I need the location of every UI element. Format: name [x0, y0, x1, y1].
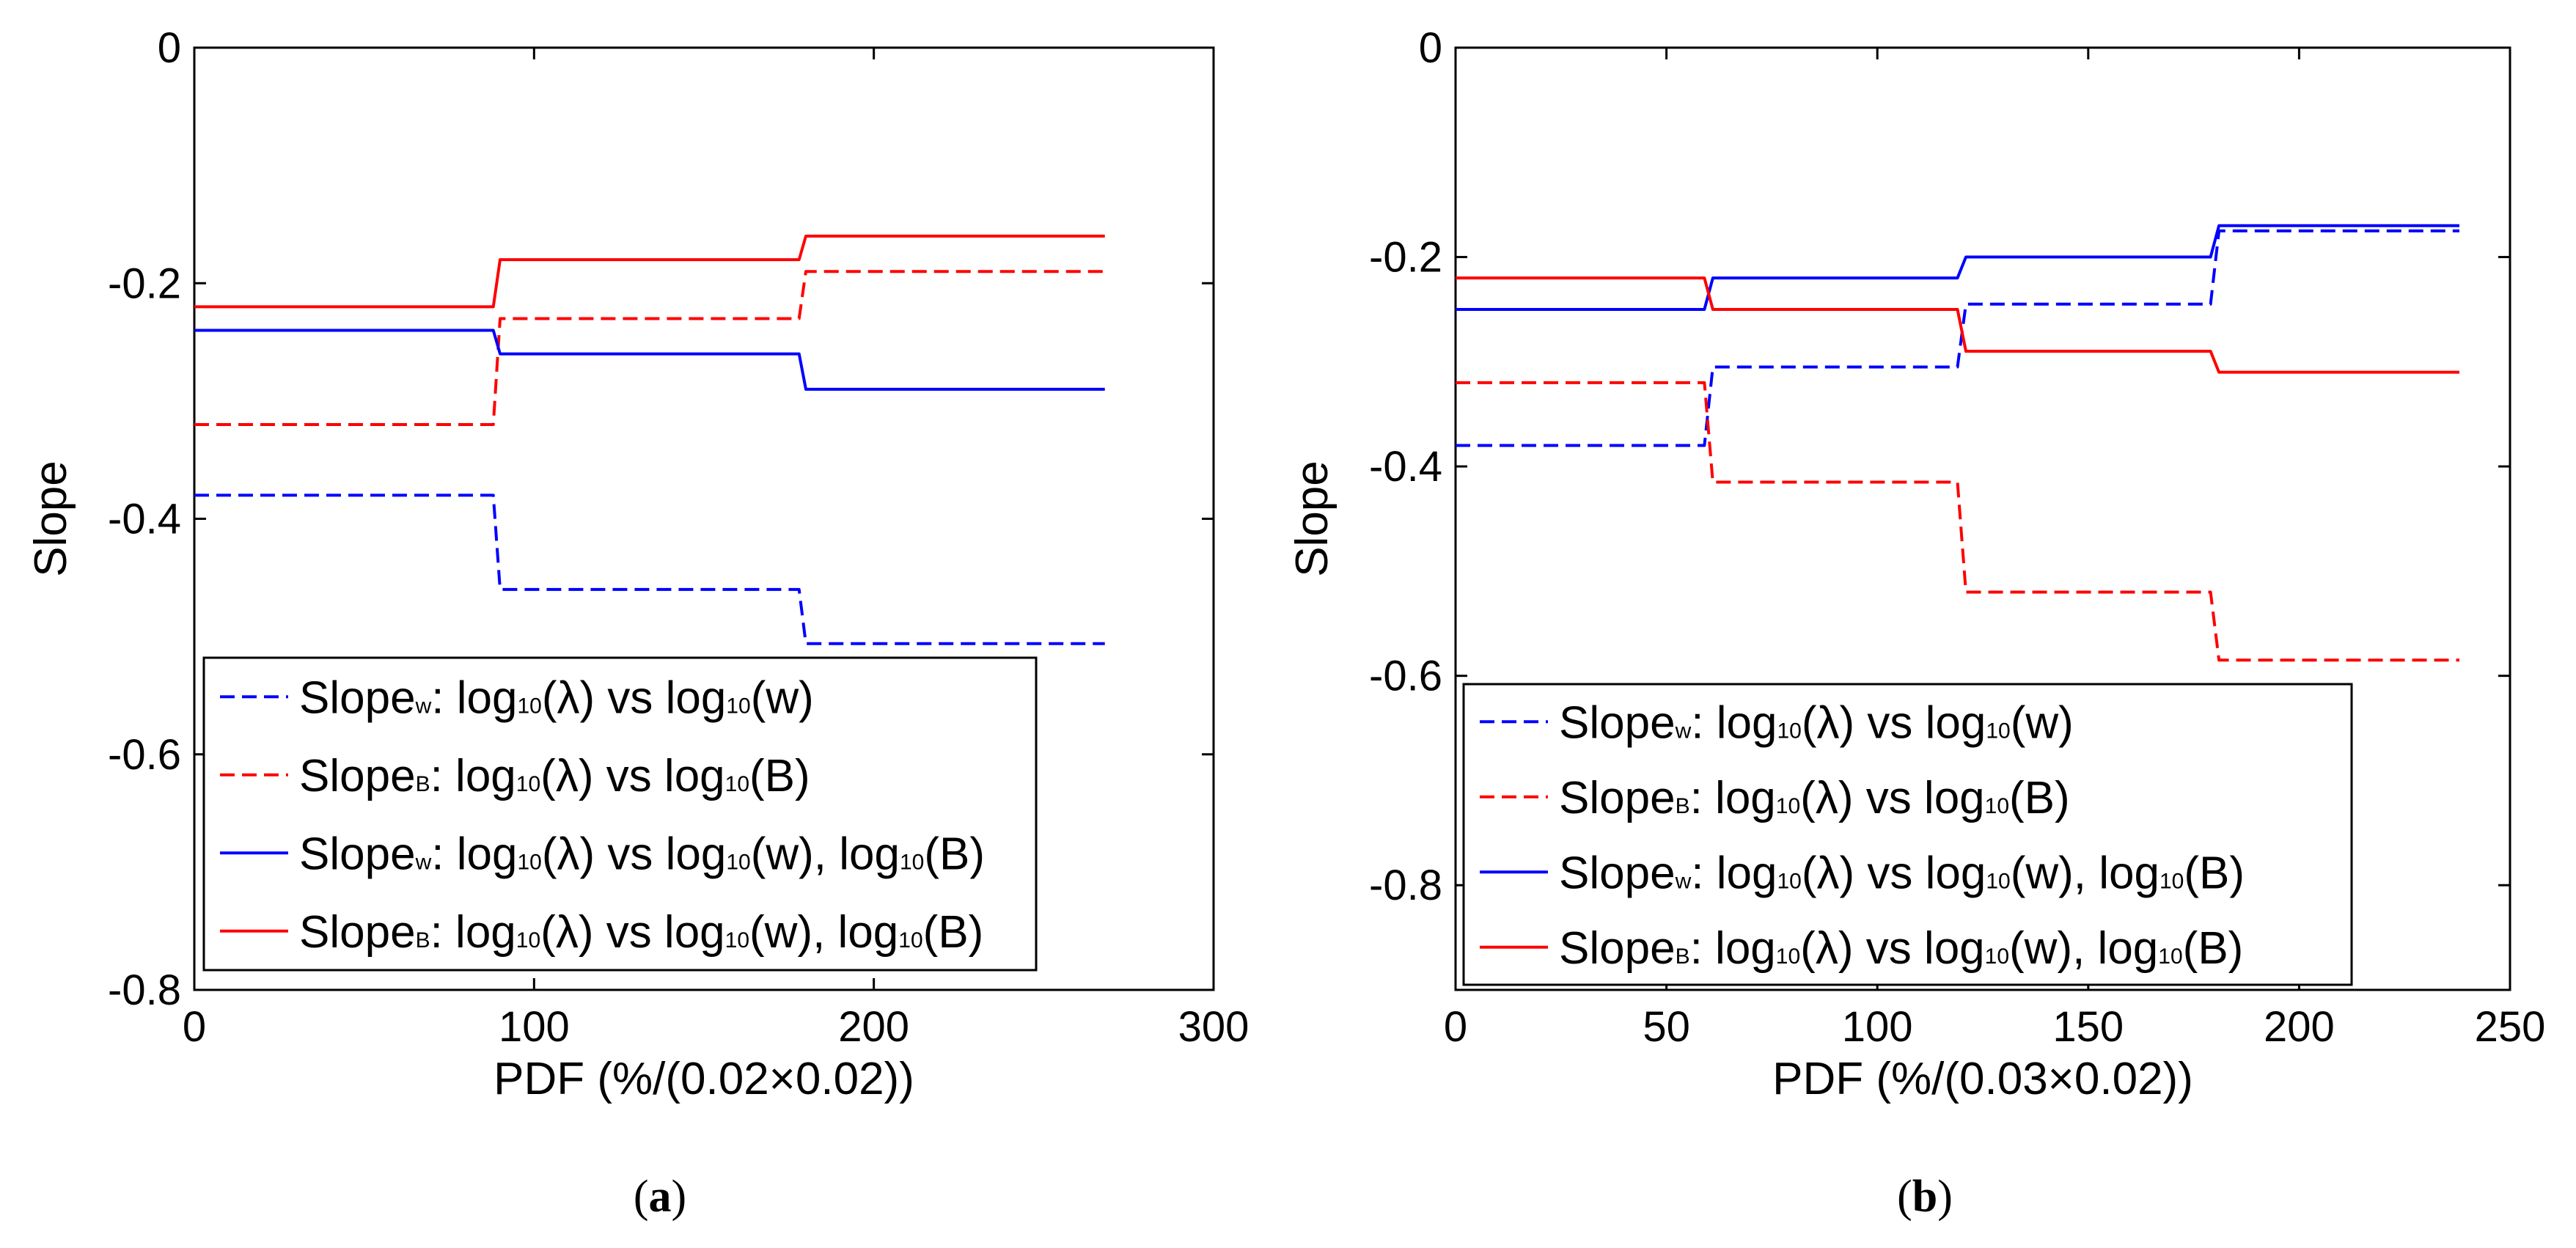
chart-panel-b: 0 50 100 150 200 250 0 -0.2 -0.4 -0.6 -0.8 PDF (%/(… — [1287, 24, 2545, 1222]
x-tick-label: 50 — [1643, 1003, 1690, 1051]
series-line-4 — [194, 235, 1105, 309]
y-tick-label: -0.6 — [108, 731, 181, 779]
x-tick-label: 0 — [1444, 1003, 1467, 1051]
x-tick-label: 100 — [499, 1003, 570, 1051]
legend-label-4: SlopeB: log10(λ) vs log10(w), log10(B) — [299, 907, 983, 958]
series-line-1 — [1456, 229, 2459, 447]
series-line-2 — [1456, 381, 2459, 662]
series-line-1 — [194, 493, 1105, 645]
y-axis-title: Slope — [26, 460, 76, 577]
x-tick-label: 300 — [1178, 1003, 1250, 1051]
legend: Slopew: log10(λ) vs log10(w) SlopeB: log1… — [202, 656, 1038, 972]
legend-box — [1462, 683, 2353, 986]
x-axis-title: PDF (%/(0.03×0.02)) — [1772, 1054, 2193, 1104]
y-tick-label: -0.4 — [108, 496, 181, 543]
y-tick-label: -0.2 — [1369, 234, 1442, 282]
y-tick-label: -0.8 — [108, 966, 181, 1014]
y-tick-label: 0 — [1419, 24, 1442, 72]
legend-label-1: Slopew: log10(λ) vs log10(w) — [299, 672, 814, 723]
legend-label-4: SlopeB: log10(λ) vs log10(w), log10(B) — [1559, 923, 2243, 974]
plot-frame — [1454, 46, 2511, 991]
y-tick-label: 0 — [158, 24, 181, 72]
x-tick-label: 150 — [2052, 1003, 2124, 1051]
legend-label-2: SlopeB: log10(λ) vs log10(B) — [1559, 773, 2070, 823]
panel-caption: (a) — [634, 1172, 686, 1222]
chart-panel-a: 0 100 200 300 0 -0.2 -0.4 -0.6 -0.8 PDF (%/(0.02×… — [26, 24, 1249, 1222]
legend-label-3: Slopew: log10(λ) vs log10(w), log10(B) — [1559, 848, 2245, 898]
y-tick-label: -0.2 — [108, 260, 181, 307]
y-axis-title: Slope — [1287, 460, 1337, 577]
y-tick-label: -0.8 — [1369, 862, 1442, 909]
x-tick-label: 250 — [2475, 1003, 2546, 1051]
x-tick-label: 0 — [183, 1003, 206, 1051]
x-axis-title: PDF (%/(0.02×0.02)) — [493, 1054, 914, 1104]
series-line-2 — [194, 270, 1105, 426]
legend-box — [202, 656, 1038, 972]
x-tick-label: 200 — [2264, 1003, 2335, 1051]
y-tick-label: -0.4 — [1369, 443, 1442, 491]
x-tick-label: 200 — [838, 1003, 909, 1051]
y-tick-label: -0.6 — [1369, 653, 1442, 700]
series-line-3 — [1456, 224, 2459, 311]
legend-label-2: SlopeB: log10(λ) vs log10(B) — [299, 751, 810, 801]
panel-caption: (b) — [1897, 1172, 1953, 1222]
series-line-4 — [1456, 276, 2459, 374]
legend-label-1: Slopew: log10(λ) vs log10(w) — [1559, 697, 2074, 748]
legend: Slopew: log10(λ) vs log10(w) SlopeB: log1… — [1462, 683, 2353, 986]
series-line-3 — [194, 328, 1105, 391]
x-tick-label: 100 — [1842, 1003, 1913, 1051]
legend-label-3: Slopew: log10(λ) vs log10(w), log10(B) — [299, 829, 985, 879]
